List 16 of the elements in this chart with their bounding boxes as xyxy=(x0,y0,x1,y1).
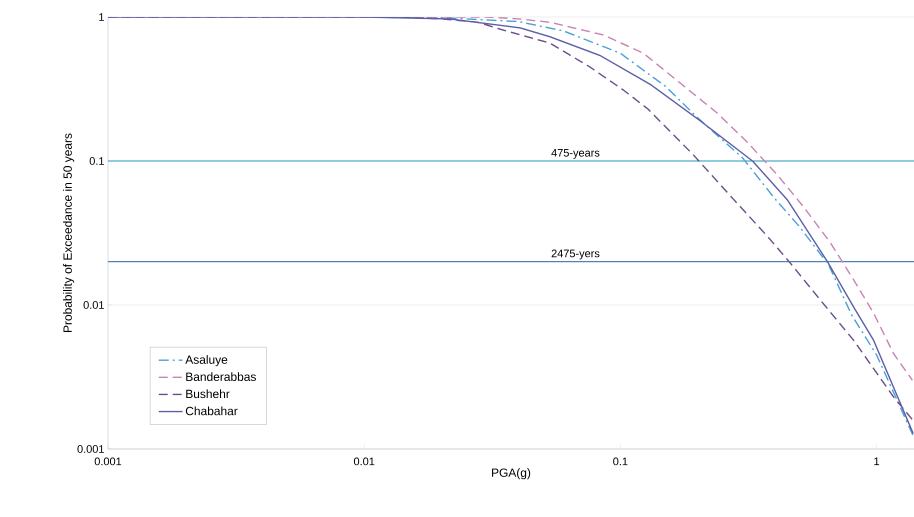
x-tick-label: 0.01 xyxy=(354,458,374,466)
y-tick-label: 0.01 xyxy=(84,301,104,309)
ref-line-label: 2475-yers xyxy=(552,250,600,260)
legend-label: Banderabbas xyxy=(186,372,256,381)
x-axis-title: PGA(g) xyxy=(492,468,530,480)
y-tick-label: 1 xyxy=(99,13,104,21)
y-tick-label: 0.001 xyxy=(77,445,104,453)
legend-label: Asaluye xyxy=(185,355,228,366)
x-tick-label: 0.001 xyxy=(94,458,122,466)
ref-line-label: 475-years xyxy=(551,149,600,159)
x-tick-label: 1 xyxy=(874,458,880,466)
legend-label: Chabahar xyxy=(186,406,238,416)
y-tick-label: 0.1 xyxy=(90,157,104,165)
x-tick-label: 0.1 xyxy=(613,458,628,466)
legend-label: Bushehr xyxy=(186,389,230,398)
y-axis-title: Probability of Exceedance in 50 years xyxy=(63,133,74,332)
